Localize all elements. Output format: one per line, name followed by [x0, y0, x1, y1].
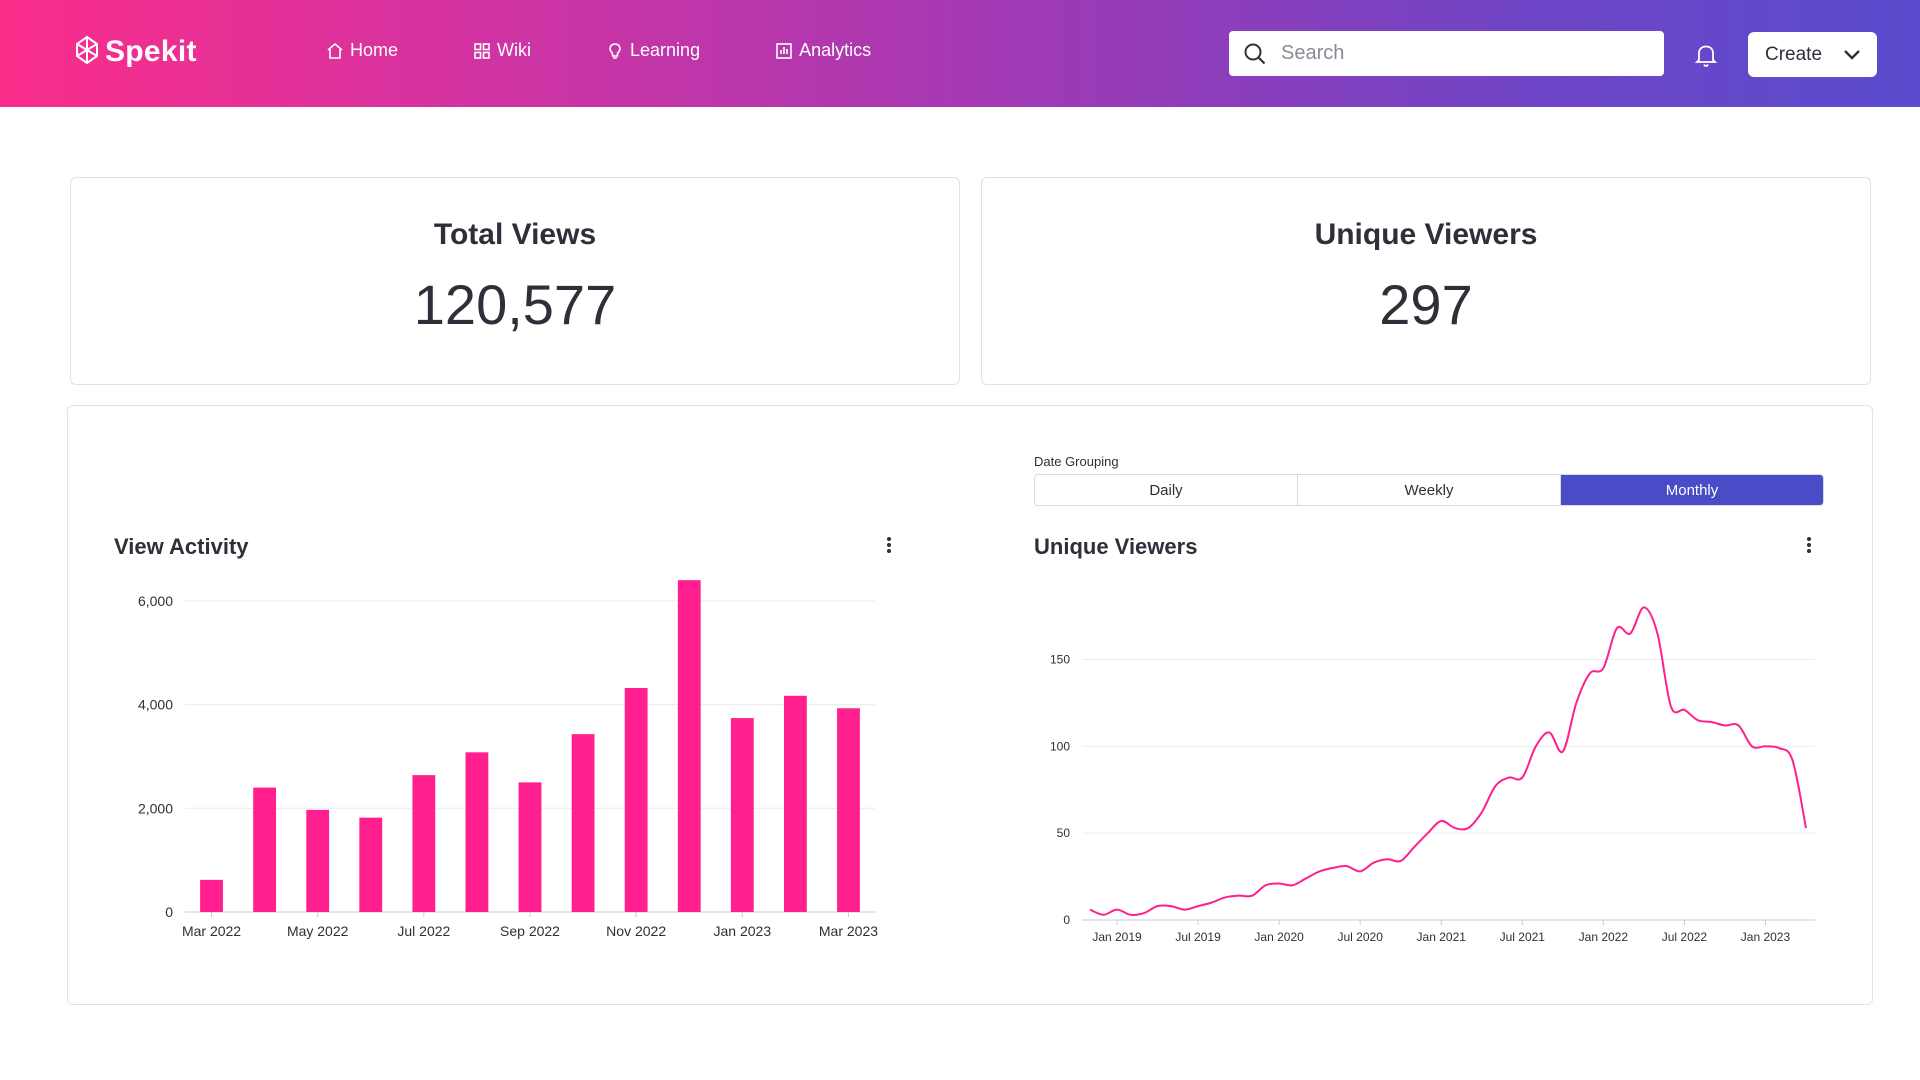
date-grouping-toggle: Daily Weekly Monthly: [1034, 474, 1824, 506]
x-tick-label: Jan 2020: [1254, 930, 1304, 944]
x-tick-label: Mar 2023: [819, 923, 878, 939]
x-tick-label: Jul 2019: [1175, 930, 1221, 944]
create-button-label: Create: [1765, 43, 1823, 65]
top-navigation-bar: Spekit Home Wiki Learning Analytics Crea…: [0, 0, 1920, 107]
date-grouping-option-daily[interactable]: Daily: [1035, 475, 1298, 505]
x-tick-label: Jan 2021: [1417, 930, 1467, 944]
search-box[interactable]: [1229, 31, 1664, 76]
bar[interactable]: [624, 688, 648, 912]
y-tick-label: 0: [1063, 913, 1070, 927]
y-tick-label: 150: [1050, 652, 1070, 666]
main-nav: Home Wiki Learning Analytics: [326, 40, 931, 61]
create-button[interactable]: Create: [1748, 32, 1877, 77]
y-tick-label: 6,000: [138, 593, 173, 609]
y-tick-label: 0: [165, 904, 173, 920]
x-tick-label: Nov 2022: [606, 923, 666, 939]
bar[interactable]: [837, 708, 860, 912]
nav-item-label: Learning: [630, 40, 701, 60]
x-tick-label: Mar 2022: [182, 923, 241, 939]
spekit-logo-icon: [76, 35, 98, 65]
unique-viewers-menu-icon[interactable]: [1806, 536, 1812, 554]
x-tick-label: Jan 2022: [1579, 930, 1629, 944]
view-activity-menu-icon[interactable]: [886, 536, 892, 554]
x-tick-label: Jan 2023: [714, 923, 772, 939]
app-name: Spekit: [105, 35, 197, 68]
view-activity-title: View Activity: [114, 534, 249, 559]
x-tick-label: Jan 2019: [1092, 930, 1142, 944]
search-input[interactable]: [1281, 42, 1641, 65]
kpi-value: 120,577: [413, 273, 617, 336]
series-line[interactable]: [1089, 606, 1807, 916]
search-icon: [1244, 43, 1266, 64]
total-views-card: Total Views 120,577: [70, 177, 960, 385]
nav-item-wiki[interactable]: Wiki: [473, 40, 531, 61]
y-tick-label: 100: [1050, 739, 1070, 753]
bar[interactable]: [306, 809, 330, 912]
nav-item-label: Wiki: [497, 40, 532, 60]
unique-viewers-card: Unique Viewers 297: [981, 177, 1871, 385]
x-tick-label: Jan 2023: [1741, 930, 1791, 944]
nav-item-analytics[interactable]: Analytics: [775, 40, 871, 61]
spekit-logo[interactable]: Spekit: [73, 34, 197, 70]
x-tick-label: May 2022: [287, 923, 349, 939]
y-tick-label: 4,000: [138, 697, 173, 713]
bar[interactable]: [571, 734, 595, 912]
view-activity-chart: 0 2,000 4,000 6,000 Mar 2022 May 2022 Jul 2022…: [138, 580, 878, 939]
home-icon: [327, 42, 343, 59]
nav-item-label: Analytics: [799, 40, 872, 60]
lightbulb-icon: [609, 42, 621, 59]
x-tick-label: Jul 2020: [1338, 930, 1384, 944]
notification-bell-icon[interactable]: [1694, 42, 1718, 68]
bar[interactable]: [359, 817, 383, 912]
kpi-title: Total Views: [433, 218, 597, 251]
date-grouping-option-weekly[interactable]: Weekly: [1298, 475, 1561, 505]
bar[interactable]: [518, 782, 542, 912]
nav-item-home[interactable]: Home: [326, 40, 398, 61]
nav-item-learning[interactable]: Learning: [606, 40, 700, 61]
grid-icon: [474, 42, 490, 59]
kpi-value: 297: [1379, 273, 1473, 336]
bar[interactable]: [200, 879, 223, 912]
kpi-title: Unique Viewers: [1314, 218, 1538, 251]
x-tick-label: Sep 2022: [500, 923, 560, 939]
chevron-down-icon: [1844, 50, 1860, 60]
date-grouping-label: Date Grouping: [1034, 454, 1119, 469]
x-tick-label: Jul 2022: [1662, 930, 1708, 944]
nav-item-label: Home: [350, 40, 399, 60]
bar[interactable]: [677, 580, 701, 912]
bar[interactable]: [253, 787, 277, 912]
x-tick-label: Jul 2021: [1500, 930, 1546, 944]
date-grouping-option-monthly[interactable]: Monthly: [1561, 475, 1823, 505]
bar[interactable]: [783, 695, 807, 912]
bar[interactable]: [465, 752, 489, 912]
unique-viewers-chart: 0 50 100 150 Jan 2019 Jul 2019 Jan 2020 Jul 202…: [1050, 606, 1815, 944]
bar[interactable]: [412, 775, 436, 912]
y-tick-label: 50: [1057, 826, 1071, 840]
analytics-icon: [776, 42, 792, 59]
y-tick-label: 2,000: [138, 800, 173, 816]
unique-viewers-chart-title: Unique Viewers: [1034, 534, 1198, 559]
x-tick-label: Jul 2022: [397, 923, 450, 939]
bar[interactable]: [730, 718, 754, 912]
